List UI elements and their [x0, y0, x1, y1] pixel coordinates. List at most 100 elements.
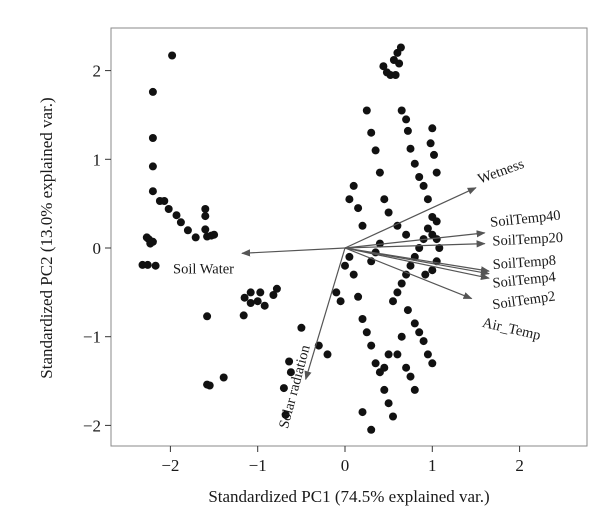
data-point — [349, 181, 358, 190]
data-point — [428, 266, 437, 275]
data-point — [354, 204, 363, 213]
vector-label: SoilTemp8 — [492, 253, 556, 273]
vector-label: SoilTemp20 — [492, 230, 563, 250]
data-point — [253, 297, 262, 306]
data-point — [160, 197, 169, 205]
loading-vectors: WetnessSoilTemp40SoilTemp20SoilTemp8Soil… — [173, 156, 564, 430]
data-point — [203, 312, 212, 321]
data-point — [396, 43, 405, 52]
data-point — [148, 237, 157, 246]
data-point — [371, 359, 380, 368]
data-point — [281, 410, 290, 419]
data-point — [432, 217, 441, 226]
data-point — [148, 134, 157, 142]
data-point — [354, 292, 363, 301]
data-point — [367, 341, 376, 350]
x-tick-label: −2 — [161, 456, 179, 475]
data-point — [142, 233, 151, 242]
y-axis: −2 −1 0 1 2 — [83, 62, 111, 435]
data-point — [375, 239, 384, 248]
data-point — [410, 319, 419, 328]
x-tick-label: 1 — [428, 456, 437, 475]
data-point — [406, 372, 415, 381]
data-point — [286, 368, 295, 377]
data-point — [219, 373, 228, 382]
x-tick-label: −1 — [249, 456, 267, 475]
data-point — [406, 144, 415, 153]
data-point — [375, 168, 384, 177]
loading-arrow — [241, 247, 346, 257]
data-point — [389, 297, 397, 306]
data-point — [148, 87, 157, 96]
loading-arrow — [344, 247, 490, 276]
loading-arrow — [344, 187, 477, 249]
data-point — [397, 106, 406, 115]
data-point — [380, 385, 389, 394]
data-point — [143, 260, 152, 269]
data-point — [397, 279, 406, 288]
data-point — [430, 150, 438, 159]
data-point — [336, 297, 345, 306]
data-point — [384, 208, 393, 217]
data-point — [402, 230, 411, 239]
loading-arrow — [304, 247, 346, 381]
y-axis-title: Standardized PC2 (13.0% explained var.) — [37, 97, 56, 378]
data-point — [382, 68, 391, 77]
data-point — [172, 211, 181, 220]
data-point — [341, 261, 349, 270]
scatter-points — [138, 43, 444, 434]
data-point — [410, 159, 419, 168]
data-point — [148, 187, 157, 196]
loading-arrow — [344, 230, 486, 249]
loading-arrow — [344, 247, 490, 281]
data-point — [323, 350, 332, 359]
loading-arrow — [344, 240, 486, 249]
data-point — [260, 301, 269, 310]
loading-arrow — [344, 247, 473, 300]
data-point — [345, 252, 354, 261]
data-point — [371, 146, 380, 155]
data-point — [256, 288, 265, 297]
data-point — [389, 412, 397, 421]
data-point — [379, 62, 388, 71]
data-point — [380, 363, 389, 372]
data-point — [205, 381, 214, 390]
data-point — [349, 270, 358, 279]
data-point — [402, 115, 411, 124]
data-point — [380, 195, 389, 204]
data-point — [402, 363, 411, 372]
data-point — [201, 205, 210, 213]
y-tick-label: 1 — [93, 150, 102, 169]
data-point — [415, 173, 424, 181]
data-point — [384, 350, 393, 359]
data-point — [285, 357, 294, 366]
data-point — [415, 328, 424, 337]
data-point — [358, 408, 367, 417]
data-point — [151, 261, 160, 270]
data-point — [183, 226, 192, 235]
data-point — [428, 359, 437, 368]
data-point — [332, 288, 341, 297]
data-point — [210, 230, 219, 239]
x-tick-label: 2 — [515, 456, 524, 475]
data-point — [419, 337, 428, 346]
vector-label: Wetness — [476, 156, 527, 188]
vector-label: SoilTemp4 — [492, 269, 558, 292]
data-point — [428, 124, 437, 133]
data-point — [403, 306, 412, 315]
data-point — [239, 311, 248, 320]
data-point — [423, 195, 432, 204]
data-point — [148, 162, 157, 171]
data-point — [406, 261, 415, 270]
y-tick-label: 2 — [93, 62, 102, 81]
y-tick-label: −2 — [83, 416, 101, 435]
data-point — [428, 230, 437, 239]
y-tick-label: −1 — [83, 328, 101, 347]
data-point — [240, 293, 249, 302]
data-point — [423, 350, 432, 359]
data-point — [191, 233, 200, 242]
x-axis: −2 −1 0 1 2 — [161, 446, 524, 475]
data-point — [410, 385, 419, 394]
data-point — [421, 270, 430, 279]
